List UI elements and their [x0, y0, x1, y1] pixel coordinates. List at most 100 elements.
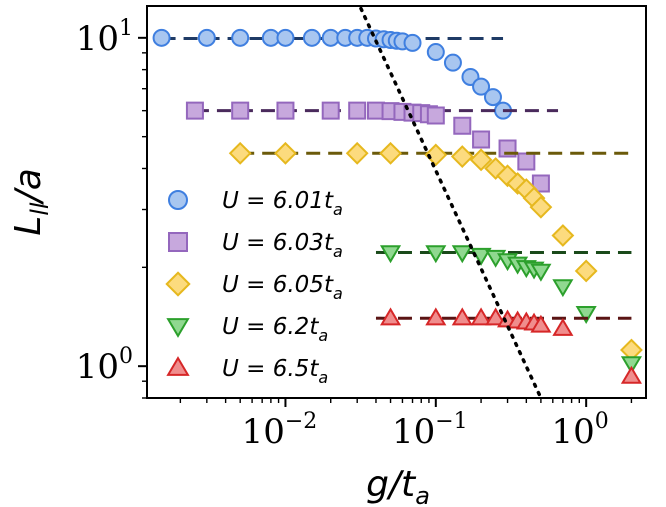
y-tick-base: 10	[76, 347, 119, 387]
data-point-s0-15	[403, 33, 422, 52]
x-tick-exponent: 0	[595, 409, 609, 434]
y-tick-base: 10	[76, 19, 119, 59]
y-tick-label: 100	[76, 344, 133, 387]
data-point-s4-4	[485, 307, 507, 326]
data-point-s3-1	[425, 245, 447, 264]
legend-label-main: U = 6.05	[222, 272, 324, 298]
legend-marker-4	[166, 356, 190, 376]
data-point-s4-10	[552, 317, 574, 336]
data-point-s0-4	[276, 28, 295, 47]
legend-marker-2	[165, 271, 191, 297]
y-axis-label: Lll/a	[8, 168, 54, 236]
data-point-s2-3	[379, 141, 402, 165]
data-point-s0-2	[231, 28, 250, 47]
x-tick-base: 10	[242, 412, 285, 452]
data-point-s1-4	[348, 101, 367, 120]
legend-label-t: t	[309, 314, 319, 340]
plot-area	[152, 6, 643, 398]
legend-label-1: U = 6.03ta	[222, 230, 343, 261]
x-axis-label-main: g/t	[366, 464, 417, 505]
legend-label-t: t	[324, 230, 334, 256]
data-point-s1-0	[185, 101, 204, 120]
data-point-s3-9	[530, 263, 552, 282]
x-tick-label: 10−1	[392, 409, 468, 452]
y-axis-label-tail: /a	[8, 168, 49, 205]
legend-label-t: t	[324, 188, 334, 214]
data-point-s3-2	[451, 245, 473, 264]
data-point-s3-11	[575, 306, 597, 324]
data-point-s1-3	[321, 101, 340, 120]
data-point-s0-19	[472, 77, 491, 96]
data-point-s1-13	[472, 130, 491, 149]
x-tick-base: 10	[552, 412, 595, 452]
legend-label-sub: a	[333, 242, 343, 261]
legend-label-t: t	[309, 356, 319, 382]
y-tick-exponent: 1	[119, 16, 133, 41]
data-point-s1-15	[517, 152, 536, 171]
plot-body	[152, 6, 643, 398]
data-point-s1-2	[276, 101, 295, 120]
data-point-s4-1	[425, 307, 447, 326]
legend-marker-0	[168, 190, 188, 210]
data-point-s3-3	[470, 247, 492, 266]
data-point-s3-0	[379, 245, 402, 264]
data-point-s1-1	[231, 101, 250, 120]
data-point-s4-9	[530, 314, 552, 333]
data-point-s2-5	[450, 145, 474, 168]
legend-label-4: U = 6.5ta	[222, 356, 328, 387]
data-point-s1-11	[426, 106, 445, 125]
data-point-s3-10	[552, 279, 574, 298]
data-point-s2-13	[551, 224, 575, 247]
legend-label-3: U = 6.2ta	[222, 314, 328, 345]
x-tick-base: 10	[392, 412, 435, 452]
data-point-s2-14	[574, 259, 598, 283]
data-point-s2-12	[529, 195, 553, 219]
legend-label-0: U = 6.01ta	[222, 188, 343, 219]
data-point-s2-2	[345, 141, 369, 165]
x-axis-label-sub: a	[415, 482, 430, 507]
legend-label-t: t	[324, 272, 334, 298]
legend-label-2: U = 6.05ta	[222, 272, 343, 303]
legend-marker-3	[166, 318, 190, 338]
legend-label-main: U = 6.2	[222, 314, 309, 340]
legend-label-sub: a	[333, 284, 343, 303]
data-point-s4-0	[379, 307, 402, 326]
legend-label-sub: a	[318, 368, 328, 387]
y-axis-label-sub: ll	[26, 202, 54, 216]
data-point-s0-16	[426, 43, 445, 62]
data-point-s4-3	[470, 307, 492, 326]
legend-label-main: U = 6.01	[222, 188, 324, 214]
x-tick-label: 10−2	[242, 409, 318, 452]
data-point-s2-1	[274, 141, 297, 165]
legend-label-main: U = 6.03	[222, 230, 324, 256]
data-point-s4-11	[620, 365, 642, 384]
data-point-s0-20	[483, 88, 502, 107]
data-point-s1-12	[453, 116, 472, 135]
data-point-s0-5	[302, 28, 321, 47]
y-tick-exponent: 0	[119, 344, 133, 369]
x-tick-exponent: −2	[285, 409, 317, 434]
data-point-s4-2	[451, 307, 473, 326]
y-tick-label: 101	[76, 16, 133, 59]
guide-line	[357, 6, 543, 398]
data-point-s2-8	[496, 164, 519, 188]
data-point-s0-1	[197, 28, 216, 47]
legend-label-sub: a	[318, 326, 328, 345]
data-point-s0-0	[152, 28, 171, 47]
data-point-s2-6	[469, 148, 493, 172]
x-tick-exponent: −1	[435, 409, 467, 434]
legend-label-main: U = 6.5	[222, 356, 309, 382]
x-axis-label: g/ta	[366, 464, 430, 507]
legend-label-sub: a	[333, 200, 343, 219]
x-tick-label: 100	[552, 409, 609, 452]
y-axis-label-main: L	[8, 216, 49, 236]
data-point-s3-12	[620, 356, 642, 375]
data-point-s2-0	[228, 141, 252, 165]
data-point-s2-4	[424, 143, 448, 167]
axes-frame	[146, 5, 647, 399]
legend-marker-1	[168, 232, 188, 252]
